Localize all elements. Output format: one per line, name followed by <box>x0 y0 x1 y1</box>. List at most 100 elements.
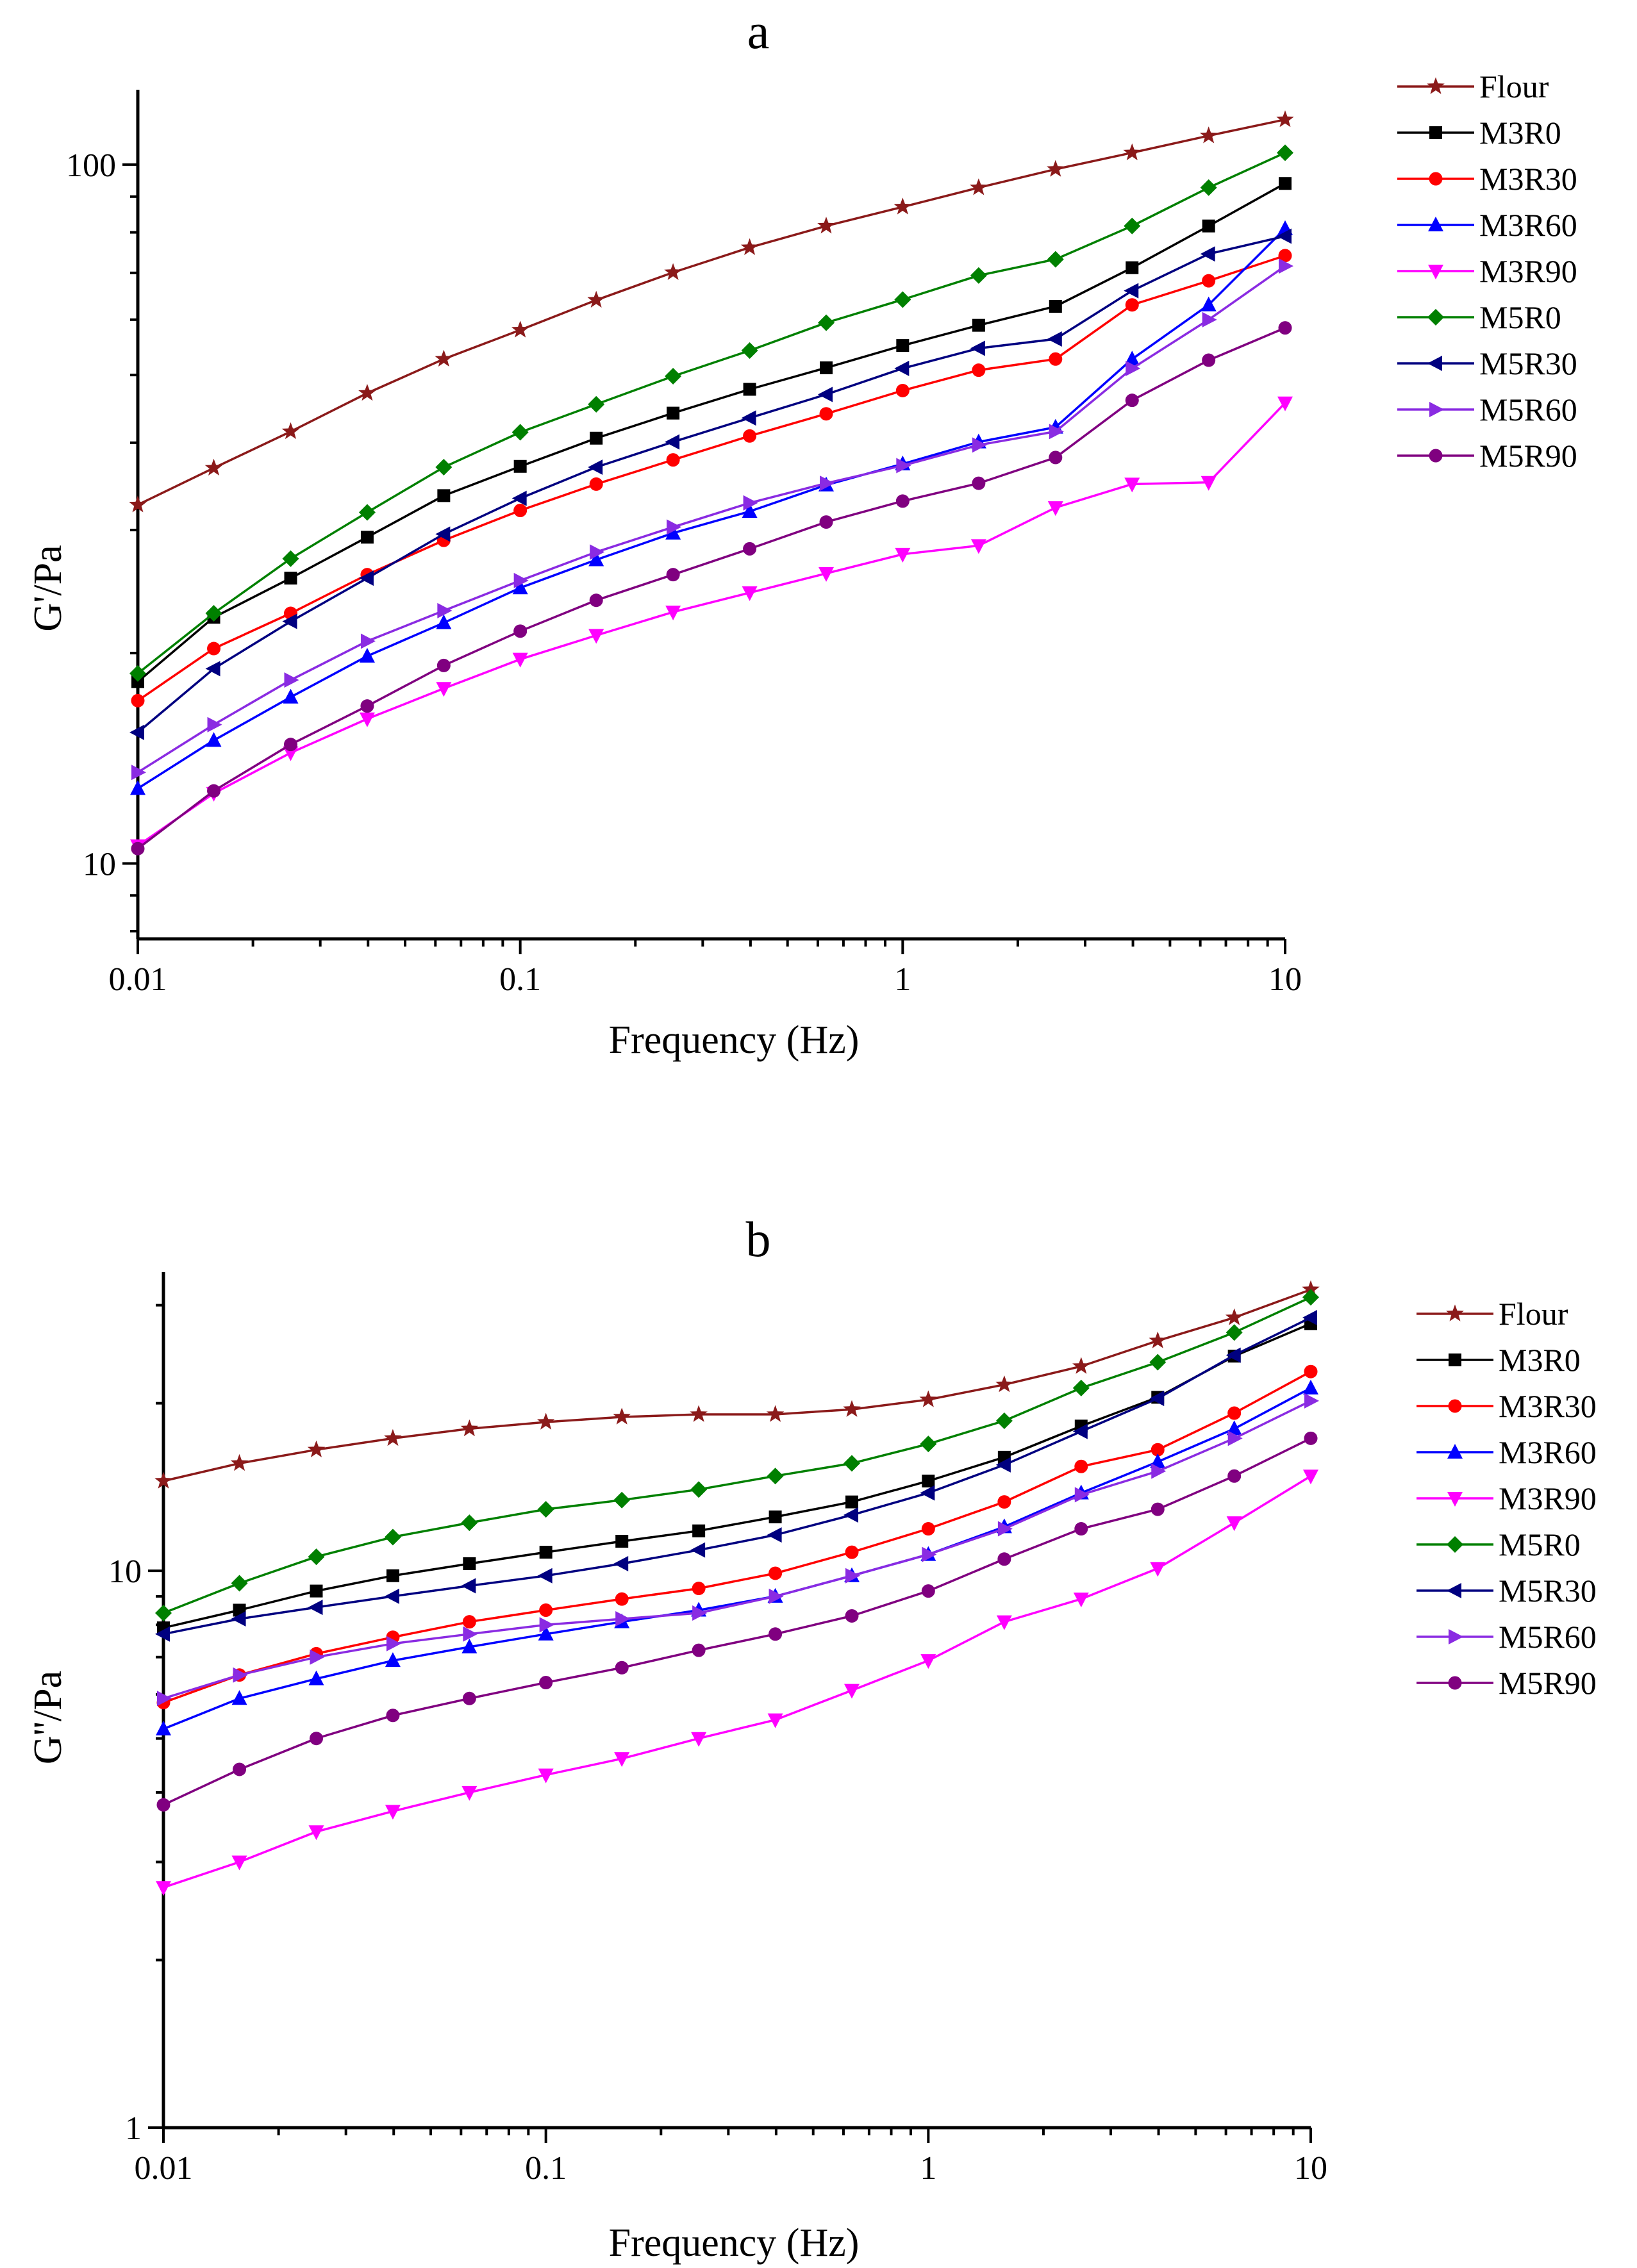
chart-a-legend-swatch-marker <box>1429 172 1443 186</box>
chart-b-legend-item-m3r60: M3R60 <box>1417 1434 1597 1470</box>
chart-b-series-m3r60 <box>156 1379 1318 1735</box>
chart-a-series-flour <box>129 110 1294 513</box>
chart-b-legend-swatch-marker <box>1447 1444 1463 1459</box>
chart-a-series-m5r30-point <box>894 360 910 376</box>
chart-a-series-m3r30-point <box>1125 298 1139 312</box>
chart-a-series-flour-point <box>817 217 835 234</box>
chart-b-series-m5r60-point <box>539 1617 554 1633</box>
chart-a-series-flour-point <box>893 197 912 215</box>
chart-a-series-m3r0-point <box>590 431 603 445</box>
chart-a-series-flour-point <box>435 349 453 367</box>
chart-b-legend-item-m5r60: M5R60 <box>1417 1619 1597 1655</box>
chart-b-series-m5r60-point <box>845 1568 861 1584</box>
chart-a: a Frequency (Hz) G'/Pa 0.01 0.1 1 10 10 100 F… <box>26 3 1577 1062</box>
chart-a-series-m5r90-point <box>1202 353 1216 367</box>
chart-b-series-m3r60-line <box>163 1387 1311 1730</box>
chart-a-series-m5r90-point <box>1049 451 1063 465</box>
chart-b-series-m3r30-point <box>1151 1443 1165 1457</box>
chart-b-series-flour-point <box>919 1390 938 1407</box>
chart-b-series-m3r30-point <box>921 1522 935 1536</box>
chart-b-series-m5r0-point <box>920 1436 937 1453</box>
chart-a-axes: 0.01 0.1 1 10 10 100 <box>66 90 1302 998</box>
chart-a-series-m3r30-point <box>743 429 757 443</box>
chart-b-series-m3r30-point <box>845 1545 859 1559</box>
chart-b-series-m3r0-point <box>845 1495 859 1509</box>
chart-a-series-m3r30-point <box>666 453 680 467</box>
chart-a-series-flour-point <box>1199 126 1218 144</box>
chart-b-series-m5r0-line <box>163 1296 1311 1614</box>
chart-a-series <box>129 110 1294 856</box>
chart-b-legend-label: M5R0 <box>1499 1527 1581 1562</box>
chart-b-series-flour-point <box>843 1400 861 1417</box>
chart-a-series-m3r30-point <box>1049 352 1063 366</box>
chart-a-series-flour-point <box>281 422 300 440</box>
chart-b-series-m5r0-point <box>767 1468 784 1485</box>
chart-a-series-m3r30-point <box>1278 249 1292 263</box>
chart-a-series-m5r0-point <box>741 342 758 359</box>
chart-b-series-m3r0-point <box>922 1474 935 1487</box>
chart-a-series-m5r90-point <box>436 658 451 672</box>
chart-a-series-m5r30-point <box>588 459 603 476</box>
chart-a-series-m3r30-point <box>207 641 221 656</box>
chart-b-series-m5r90-point <box>539 1676 553 1690</box>
chart-b-legend-item-m3r30: M3R30 <box>1417 1388 1597 1424</box>
chart-a-legend-label: M3R90 <box>1479 253 1577 289</box>
chart-b-series-m3r30-point <box>997 1495 1011 1509</box>
chart-a-series-m3r0-point <box>1049 299 1062 313</box>
chart-a-series-m5r60-point <box>1049 424 1064 440</box>
chart-b-series-m3r60-point <box>231 1690 247 1705</box>
chart-b-series-flour <box>154 1280 1320 1489</box>
chart-a-legend: Flour M3R0 M3R30 M3R60 M3R90 M5R0 M5R30 M5R60 M5… <box>1397 69 1577 474</box>
chart-a-x-tick-label: 0.1 <box>499 961 541 998</box>
chart-b-series-flour-point <box>460 1419 479 1437</box>
chart-b: b Frequency (Hz) G''/Pa 0.01 0.1 1 10 1 10 Fl… <box>26 1211 1597 2265</box>
chart-b-legend-item-m3r90: M3R90 <box>1417 1480 1597 1516</box>
chart-a-series-m5r60-line <box>137 265 1286 774</box>
chart-a-series-m3r0-point <box>743 383 756 396</box>
chart-b-series-m5r90 <box>156 1431 1318 1812</box>
chart-b-series-m3r0-point <box>310 1584 323 1598</box>
chart-b-legend-swatch-marker <box>1446 1304 1464 1321</box>
chart-a-series-m5r30-point <box>970 340 985 356</box>
chart-b-series-m5r0-point <box>308 1548 325 1566</box>
chart-a-series-m3r0-point <box>1279 177 1292 190</box>
chart-a-series-m5r0-point <box>1277 144 1293 161</box>
chart-a-series-m5r60-point <box>1279 258 1293 274</box>
chart-b-series-m5r30-line <box>163 1316 1311 1635</box>
chart-a-series-m5r0-point <box>511 424 529 441</box>
chart-a-series-m3r0-point <box>820 361 833 374</box>
chart-b-series-m3r90-point <box>538 1768 554 1784</box>
chart-a-legend-swatch-marker <box>1429 402 1444 417</box>
chart-a-series-m5r30-point <box>282 613 297 629</box>
chart-b-series-m5r0-point <box>1072 1379 1090 1396</box>
chart-b-series-flour-point <box>1302 1280 1320 1297</box>
chart-b-series-m3r60-point <box>1150 1453 1166 1468</box>
chart-b-series-m5r90-point <box>1304 1431 1318 1445</box>
chart-a-x-tick-label: 1 <box>894 961 911 998</box>
chart-a-y-axis-label: G'/Pa <box>26 545 70 631</box>
chart-a-legend-item-m5r60: M5R60 <box>1397 392 1577 427</box>
chart-a-series-m5r30 <box>129 228 1292 740</box>
chart-b-series-m5r0-point <box>1226 1324 1243 1341</box>
chart-a-legend-item-m3r90: M3R90 <box>1397 253 1577 289</box>
chart-a-series-m5r30-point <box>1200 246 1215 262</box>
chart-b-series-m3r30 <box>156 1364 1318 1710</box>
chart-a-legend-swatch-marker <box>1428 265 1443 279</box>
chart-a-y-tick-label: 100 <box>66 147 116 184</box>
chart-b-series-flour-point <box>307 1440 326 1457</box>
chart-b-legend-label: M5R30 <box>1499 1573 1597 1609</box>
chart-a-legend-item-m5r30: M5R30 <box>1397 345 1577 381</box>
chart-a-series-m5r60-point <box>972 437 987 453</box>
chart-a-series-m3r60-point <box>1201 296 1217 311</box>
chart-b-series-m5r60-point <box>157 1691 172 1707</box>
chart-a-series-m5r60-point <box>131 765 146 781</box>
chart-a-series-m5r60-point <box>284 672 299 688</box>
chart-b-x-tick-label: 1 <box>920 2150 936 2187</box>
chart-a-series-m5r90-point <box>895 494 910 508</box>
chart-b-series-m3r60-point <box>1226 1420 1242 1436</box>
chart-a-series-m5r0-point <box>205 605 222 622</box>
chart-a-series-m3r0-point <box>437 489 451 502</box>
chart-a-series-m3r90-line <box>137 402 1286 847</box>
chart-a-series-m3r30-point <box>819 407 833 421</box>
chart-a-series-m5r0-point <box>1200 179 1217 196</box>
